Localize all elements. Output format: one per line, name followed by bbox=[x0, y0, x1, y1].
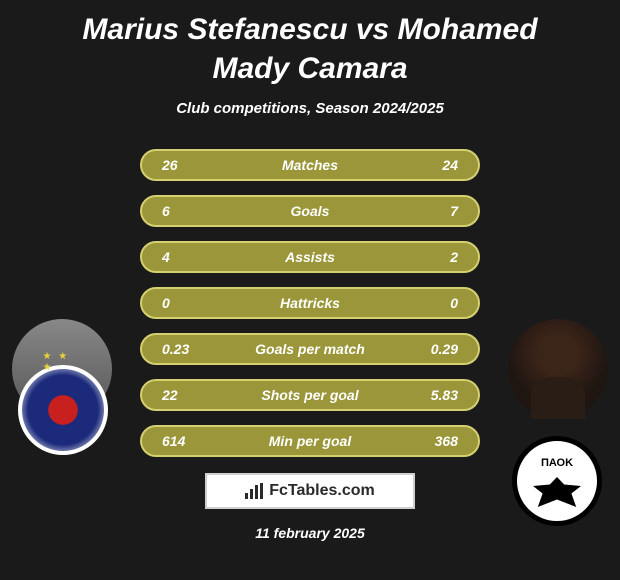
date: 11 february 2025 bbox=[0, 525, 620, 541]
stat-left-value: 614 bbox=[162, 433, 212, 449]
stat-left-value: 26 bbox=[162, 157, 212, 173]
stat-label: Shots per goal bbox=[212, 387, 408, 403]
stat-left-value: 6 bbox=[162, 203, 212, 219]
source-badge[interactable]: FcTables.com bbox=[205, 473, 415, 509]
team-right-logo bbox=[512, 436, 602, 526]
stat-right-value: 0 bbox=[408, 295, 458, 311]
stat-right-value: 2 bbox=[408, 249, 458, 265]
stat-row-matches: 26 Matches 24 bbox=[140, 149, 480, 181]
stat-right-value: 5.83 bbox=[408, 387, 458, 403]
source-label: FcTables.com bbox=[269, 482, 375, 500]
stat-left-value: 4 bbox=[162, 249, 212, 265]
team-left-logo bbox=[18, 365, 108, 455]
stat-right-value: 368 bbox=[408, 433, 458, 449]
stat-left-value: 0 bbox=[162, 295, 212, 311]
stat-right-value: 24 bbox=[408, 157, 458, 173]
stat-label: Assists bbox=[212, 249, 408, 265]
page-title: Marius Stefanescu vs Mohamed Mady Camara bbox=[0, 0, 620, 88]
comparison-stats: 26 Matches 24 6 Goals 7 4 Assists 2 0 Ha… bbox=[0, 149, 620, 457]
player-right-photo bbox=[508, 319, 608, 419]
stat-label: Goals per match bbox=[212, 341, 408, 357]
stat-right-value: 7 bbox=[408, 203, 458, 219]
stat-row-assists: 4 Assists 2 bbox=[140, 241, 480, 273]
stat-left-value: 22 bbox=[162, 387, 212, 403]
stat-row-hattricks: 0 Hattricks 0 bbox=[140, 287, 480, 319]
stat-label: Matches bbox=[212, 157, 408, 173]
stat-label: Goals bbox=[212, 203, 408, 219]
stat-left-value: 0.23 bbox=[162, 341, 212, 357]
stat-row-goals-per-match: 0.23 Goals per match 0.29 bbox=[140, 333, 480, 365]
stat-row-shots-per-goal: 22 Shots per goal 5.83 bbox=[140, 379, 480, 411]
stat-row-min-per-goal: 614 Min per goal 368 bbox=[140, 425, 480, 457]
paok-eagle-icon bbox=[533, 477, 581, 507]
stat-right-value: 0.29 bbox=[408, 341, 458, 357]
subtitle: Club competitions, Season 2024/2025 bbox=[0, 100, 620, 117]
stat-label: Hattricks bbox=[212, 295, 408, 311]
stat-label: Min per goal bbox=[212, 433, 408, 449]
bars-icon bbox=[245, 483, 263, 499]
stat-row-goals: 6 Goals 7 bbox=[140, 195, 480, 227]
